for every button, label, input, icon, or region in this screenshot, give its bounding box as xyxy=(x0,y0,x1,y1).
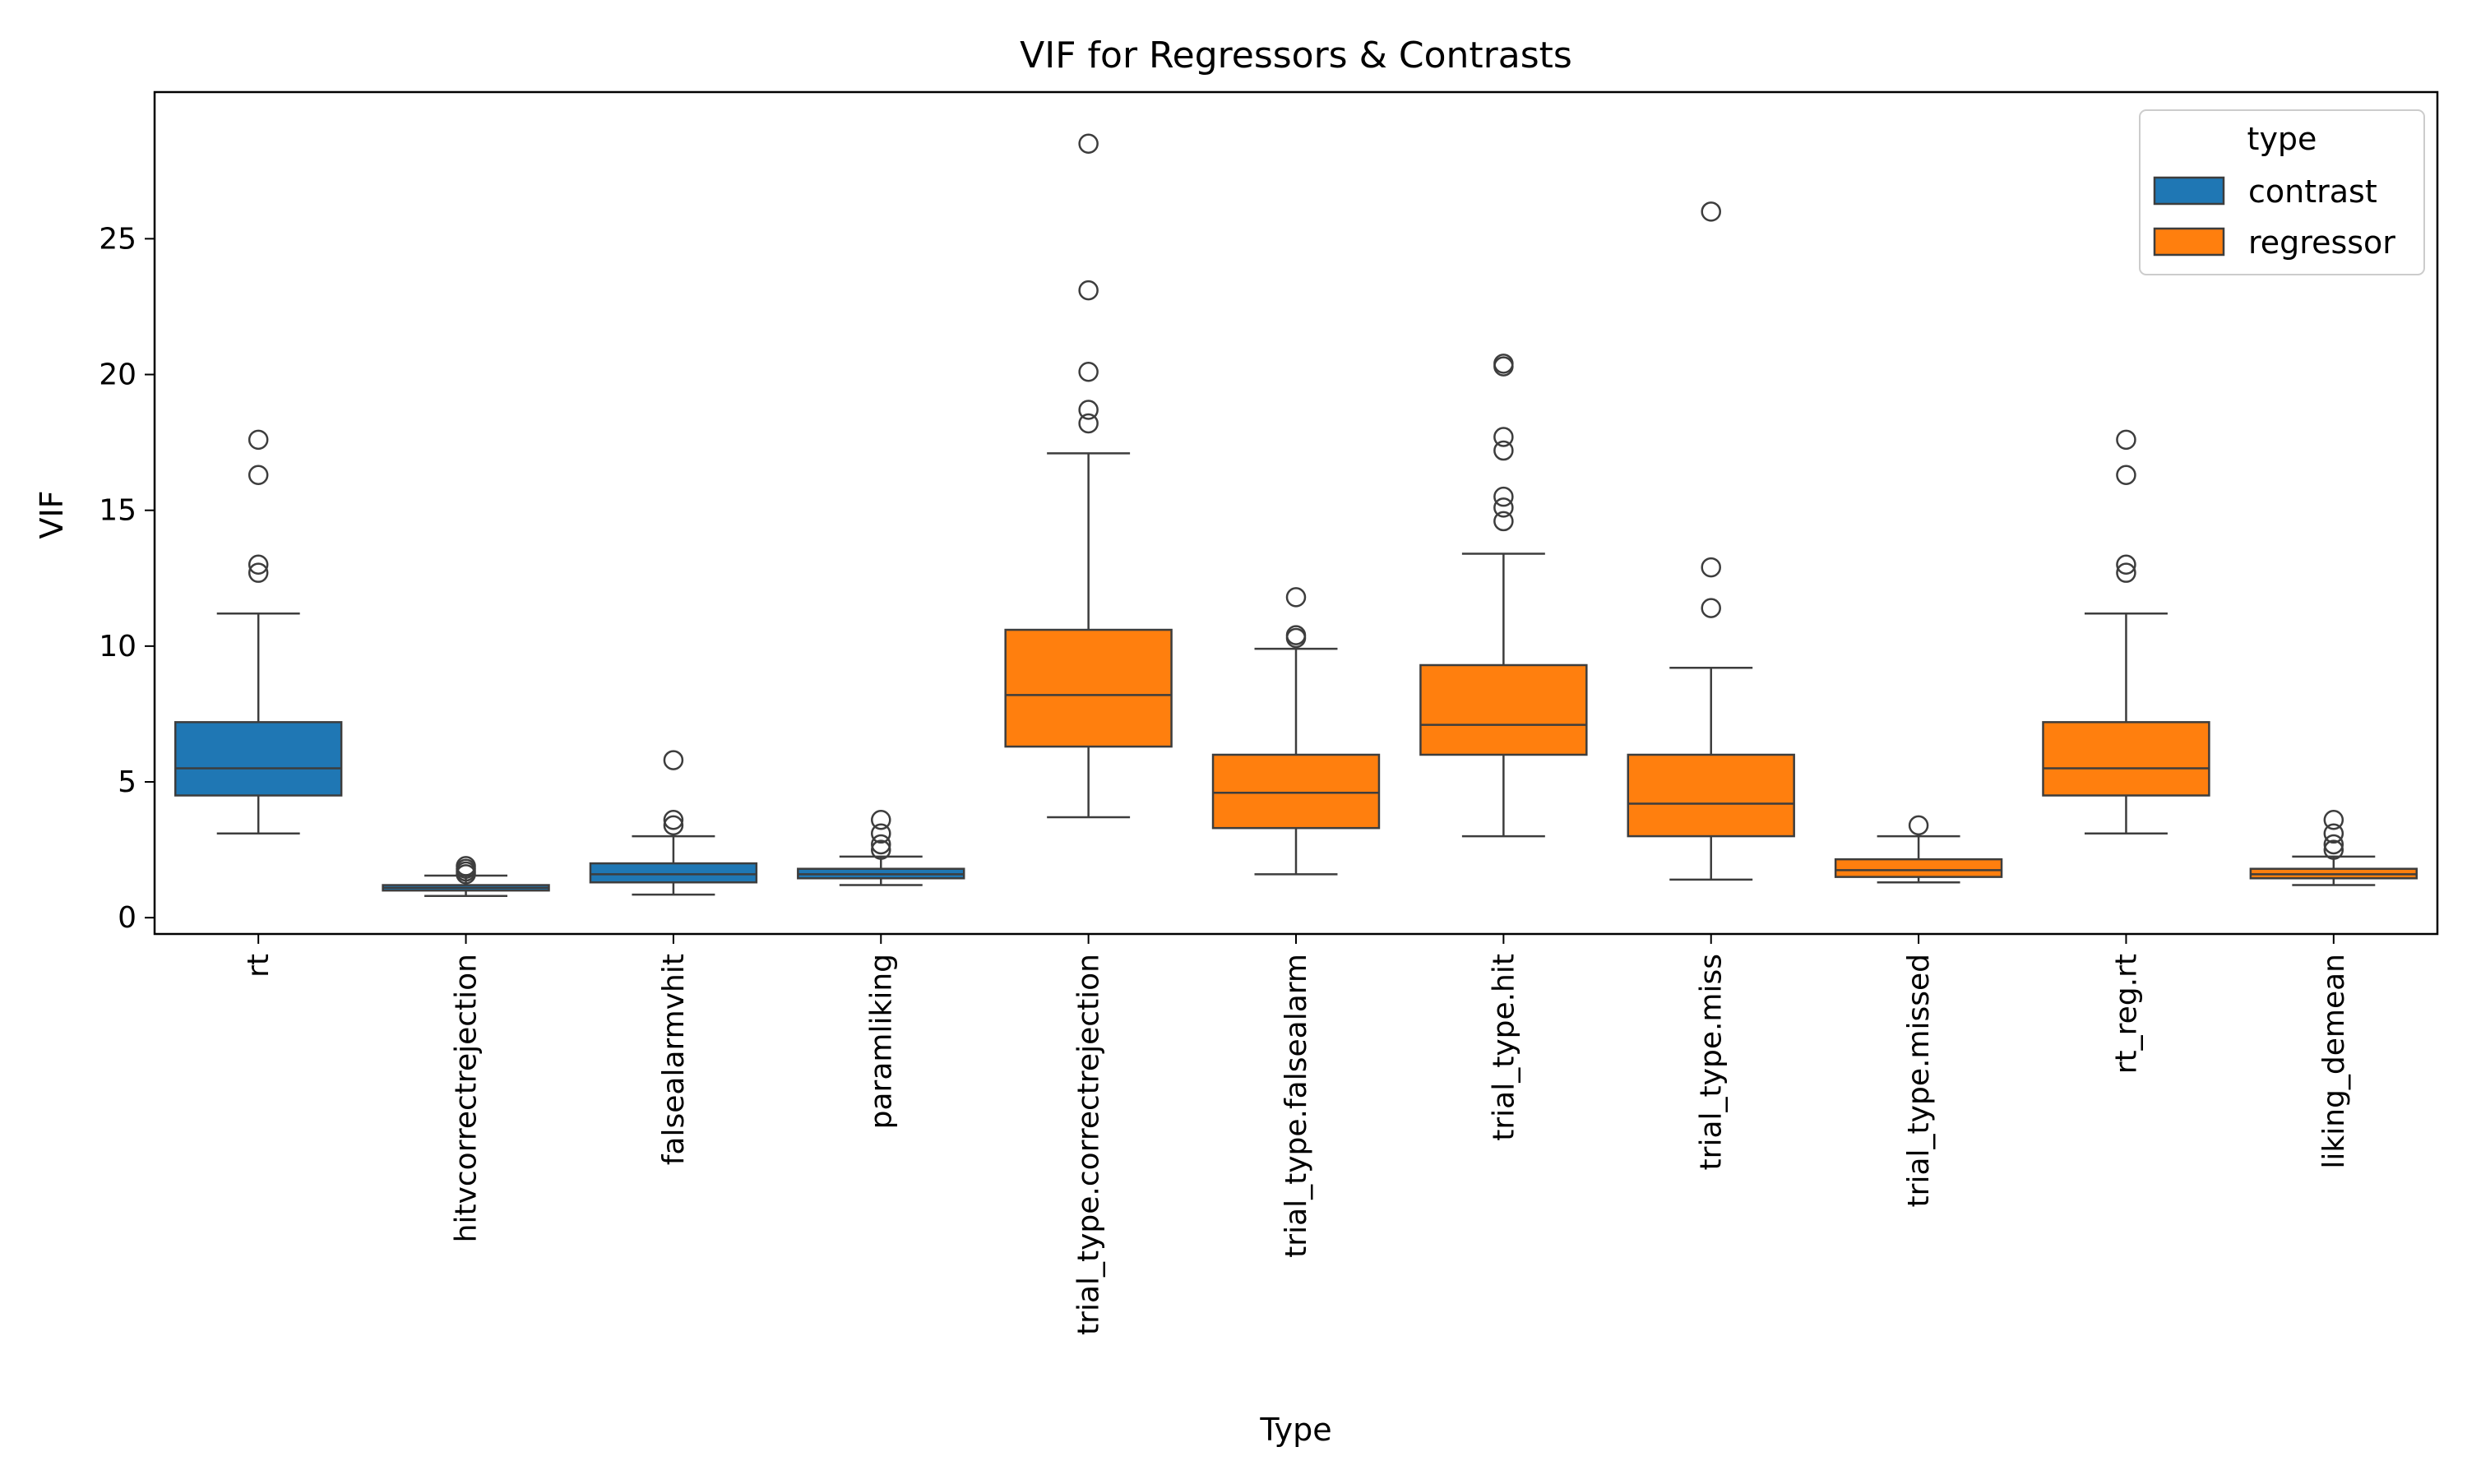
x-tick-label: trial_type.hit xyxy=(1487,954,1520,1141)
outlier-point xyxy=(248,465,269,486)
outlier-point xyxy=(663,750,684,770)
outlier-point xyxy=(2323,839,2344,860)
legend-swatch xyxy=(2153,227,2225,257)
chart-title: VIF for Regressors & Contrasts xyxy=(1020,35,1572,76)
box-iqr xyxy=(1627,753,1795,838)
outlier-point xyxy=(248,562,269,583)
box-iqr xyxy=(1004,628,1173,748)
box-iqr xyxy=(1834,858,2003,878)
outlier-point xyxy=(663,810,684,830)
x-tick-label: liking_demean xyxy=(2317,954,2351,1169)
box-group xyxy=(589,750,758,896)
outlier-point xyxy=(871,823,891,844)
box-group xyxy=(1419,354,1588,838)
outlier-point xyxy=(2116,562,2136,583)
x-tick-label: rt_reg.rt xyxy=(2109,954,2143,1074)
outlier-point xyxy=(663,815,684,836)
outlier-point xyxy=(1493,354,1514,374)
x-tick-label: trial_type.missed xyxy=(1902,954,1936,1207)
plot-area: 0 5 10 15 20 25 rt hitvcorrectrejection falseala… xyxy=(99,90,2439,1335)
outlier-point xyxy=(2323,823,2344,844)
outlier-point xyxy=(2323,834,2344,855)
box-group xyxy=(382,856,550,898)
y-tick-label: 0 xyxy=(118,901,137,935)
plot-frame xyxy=(153,90,2439,936)
box-group xyxy=(1004,133,1173,819)
x-tick-label: rt xyxy=(242,954,275,978)
outlier-point xyxy=(1493,440,1514,461)
outlier-point xyxy=(1493,427,1514,447)
outlier-point xyxy=(1078,133,1099,155)
outlier-point xyxy=(871,839,891,860)
x-axis-label: Type xyxy=(1259,1412,1331,1448)
legend-title: type xyxy=(2247,121,2317,157)
box-group xyxy=(1211,587,1381,876)
box-iqr xyxy=(589,862,758,884)
x-tick-label: trial_type.falsealarm xyxy=(1280,954,1313,1258)
outlier-point xyxy=(1078,413,1099,434)
legend-entry-label: regressor xyxy=(2248,224,2395,261)
legend: type contrast regressor xyxy=(2139,109,2425,275)
legend-entry-label: contrast xyxy=(2248,173,2377,210)
outlier-point xyxy=(248,554,269,576)
x-tick-label: hitvcorrectrejection xyxy=(450,954,484,1242)
x-tick-label: falsealarmvhit xyxy=(657,954,691,1165)
outlier-point xyxy=(1701,201,1721,222)
outlier-point xyxy=(1078,400,1099,420)
outlier-point xyxy=(1493,497,1514,518)
box-group xyxy=(1834,815,2003,884)
outlier-point xyxy=(1285,587,1307,608)
outlier-point xyxy=(2116,554,2136,576)
outlier-point xyxy=(456,856,476,876)
outlier-point xyxy=(1285,625,1307,645)
box-group xyxy=(2249,810,2418,886)
outlier-point xyxy=(248,429,269,451)
outlier-point xyxy=(1078,361,1099,382)
outlier-point xyxy=(871,834,891,855)
outlier-point xyxy=(1493,511,1514,532)
box-group xyxy=(2042,429,2210,835)
y-tick-label: 5 xyxy=(118,765,137,799)
x-tick-label: trial_type.miss xyxy=(1695,954,1729,1170)
outlier-point xyxy=(1701,598,1721,618)
outlier-point xyxy=(1908,815,1929,836)
box-group xyxy=(797,810,965,886)
y-tick-label: 10 xyxy=(99,630,137,663)
box-group xyxy=(174,429,343,835)
outlier-point xyxy=(1493,486,1514,507)
legend-swatch xyxy=(2153,176,2225,206)
outlier-point xyxy=(2323,810,2344,830)
x-tick-label: paramliking xyxy=(864,954,898,1129)
box-group xyxy=(1627,201,1795,881)
y-tick-label: 25 xyxy=(99,222,137,256)
box-iqr xyxy=(174,721,343,797)
outlier-point xyxy=(2116,429,2136,451)
y-tick-label: 15 xyxy=(99,494,137,528)
box-iqr xyxy=(1211,753,1381,830)
x-tick-label: trial_type.correctrejection xyxy=(1072,954,1106,1335)
outlier-point xyxy=(2116,465,2136,486)
outlier-point xyxy=(1078,280,1099,301)
box-iqr xyxy=(1419,663,1588,756)
y-tick-label: 20 xyxy=(99,358,137,392)
outlier-point xyxy=(1701,557,1721,578)
y-axis-label: VIF xyxy=(34,490,70,539)
box-iqr xyxy=(2042,721,2210,797)
outlier-point xyxy=(871,810,891,830)
